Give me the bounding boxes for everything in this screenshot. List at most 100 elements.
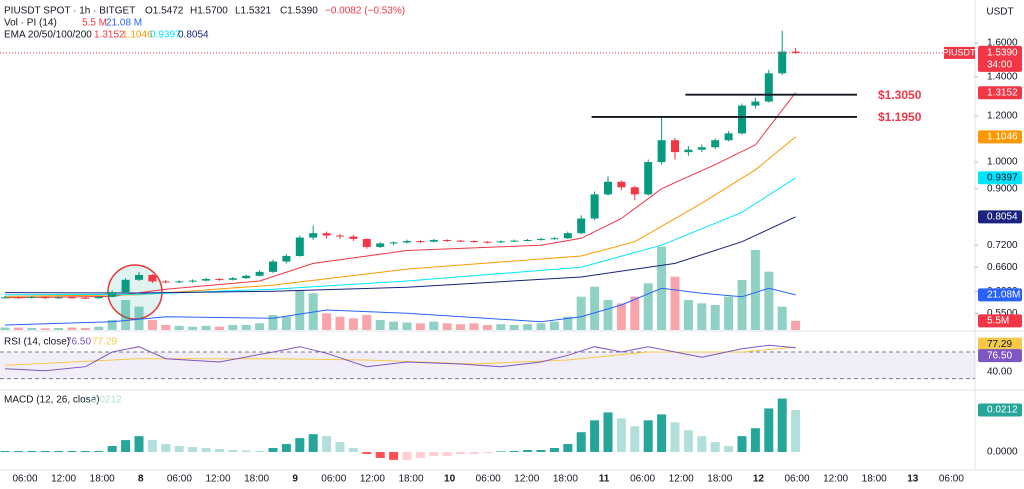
volume-bar [724, 296, 734, 330]
candle-body [604, 181, 612, 195]
last-price-bg [978, 45, 1022, 72]
macd-bar [147, 440, 157, 452]
volume-ma-axis-label: 21.08M [987, 290, 1020, 301]
volume-bar [456, 324, 466, 330]
candle-body [202, 278, 210, 281]
candle-body [94, 296, 103, 299]
rsi-axis-label-bg [978, 349, 1022, 363]
macd-axis-label: 0.0212 [987, 405, 1018, 416]
rsi-ma-line [4, 346, 796, 366]
volume-bar [389, 321, 399, 330]
volume-bar [764, 271, 774, 330]
rsi-ma-value: 77.29 [92, 337, 117, 348]
macd-bar [40, 450, 50, 452]
x-tick-label: 18:00 [90, 474, 115, 485]
x-tick-label: 12:00 [669, 474, 694, 485]
macd-bar [643, 420, 653, 452]
macd-bar [737, 436, 747, 452]
volume-bar [616, 303, 626, 330]
volume-bar [710, 305, 720, 330]
ema-line [4, 216, 796, 294]
countdown: 34:00 [987, 60, 1012, 71]
x-tick-label: 18:00 [707, 474, 732, 485]
macd-bar [509, 450, 519, 452]
rsi-title: RSI (14, close) [4, 337, 70, 348]
volume-bar [348, 318, 358, 330]
candle-body [550, 238, 559, 240]
ema-axis-label-bg [978, 86, 1022, 100]
macd-bar [201, 448, 211, 452]
volume-bar [777, 306, 787, 330]
candle-body [617, 181, 626, 188]
volume-bar [549, 321, 559, 330]
candle-body [416, 241, 425, 243]
volume-bar [643, 283, 653, 330]
ohlc-high: H1.5700 [190, 6, 228, 17]
candle-body [255, 271, 264, 276]
macd-bar [362, 451, 372, 454]
candle-body [751, 101, 760, 106]
volume-bar [590, 286, 600, 330]
candle-body [336, 235, 344, 237]
x-tick-label: 18:00 [553, 474, 578, 485]
x-tick-label: 18:00 [398, 474, 423, 485]
x-tick-label: 8 [138, 474, 144, 485]
macd-bar [777, 398, 787, 452]
macd-bar [322, 436, 332, 452]
candle-body [496, 241, 505, 243]
candle-body [443, 239, 452, 241]
ema-value: 1.3152 [94, 30, 125, 41]
macd-bar [750, 428, 760, 452]
x-tick-label: 06:00 [476, 474, 501, 485]
macd-bar [27, 450, 37, 452]
macd-bar [429, 451, 439, 456]
x-tick-label: 12:00 [205, 474, 230, 485]
candle-body [738, 105, 746, 134]
macd-bar [348, 448, 358, 452]
x-tick-label: 18:00 [862, 474, 887, 485]
candle-body [121, 279, 130, 293]
volume-bar [576, 296, 586, 330]
volume-bar [40, 328, 50, 330]
x-tick-label: 18:00 [244, 474, 269, 485]
symbol-tag: PIUSDT [942, 47, 976, 57]
candle-body [563, 233, 572, 239]
macd-bar [657, 414, 667, 452]
macd-bar [67, 450, 77, 452]
rsi-ma-axis-label-bg [978, 337, 1022, 351]
volume-bar [536, 323, 546, 330]
candle-body [523, 239, 532, 241]
macd-bar [549, 448, 559, 452]
ohlc-open: O1.5472 [145, 6, 184, 17]
candle-body [14, 297, 23, 299]
candle-body [242, 275, 251, 279]
candle-body [228, 278, 237, 280]
macd-bar [0, 450, 10, 452]
volume-bar [683, 300, 693, 330]
macd-bar [255, 450, 265, 452]
macd-bar [281, 444, 291, 452]
macd-bar [308, 434, 318, 452]
macd-bar [134, 436, 144, 452]
ohlc-close: C1.5390 [280, 6, 318, 17]
volume-bar [791, 320, 801, 330]
macd-bar [80, 450, 90, 452]
ema-title: EMA 20/50/100/200 [4, 30, 92, 41]
volume-bar [563, 316, 573, 330]
x-tick-label: 9 [292, 474, 298, 485]
ema-line [4, 177, 796, 296]
volume-title: Vol · PI (14) [4, 18, 57, 29]
macd-bar [683, 430, 693, 452]
macd-bar [241, 450, 251, 452]
candle-body [269, 261, 277, 272]
macd-bar [94, 450, 104, 452]
volume-bar [241, 325, 251, 330]
macd-bar [375, 451, 385, 458]
level-label: $1.3050 [878, 88, 922, 102]
ema-line [4, 136, 796, 297]
rsi-line [4, 344, 796, 372]
macd-bar [670, 422, 680, 452]
macd-bar [13, 450, 23, 452]
